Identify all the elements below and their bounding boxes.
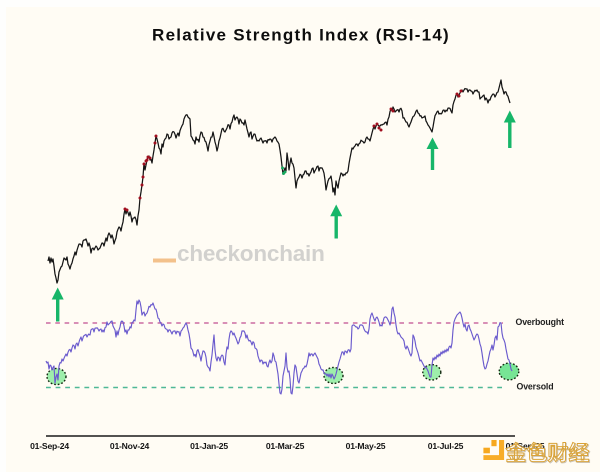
svg-text:01-Nov-24: 01-Nov-24 bbox=[110, 441, 150, 451]
svg-text:01-Mar-25: 01-Mar-25 bbox=[266, 441, 305, 451]
svg-text:01-May-25: 01-May-25 bbox=[346, 441, 386, 451]
svg-text:checkonchain: checkonchain bbox=[177, 241, 325, 266]
svg-text:01-Jan-25: 01-Jan-25 bbox=[190, 441, 228, 451]
svg-text:Relative Strength Index (RSI-1: Relative Strength Index (RSI-14) bbox=[152, 26, 450, 45]
svg-text:01-Sep-24: 01-Sep-24 bbox=[30, 441, 69, 451]
svg-text:01-Jul-25: 01-Jul-25 bbox=[428, 441, 464, 451]
svg-text:Overbought: Overbought bbox=[516, 317, 565, 327]
svg-text:01-Sep-25: 01-Sep-25 bbox=[506, 441, 545, 451]
svg-text:Oversold: Oversold bbox=[517, 382, 554, 392]
